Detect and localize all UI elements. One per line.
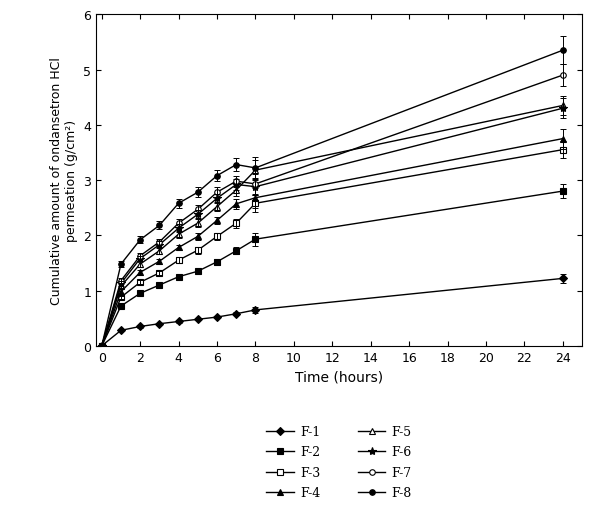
X-axis label: Time (hours): Time (hours)	[295, 370, 383, 383]
Y-axis label: Cumulative amount of ondansetron HCl
permeation (g/cm²): Cumulative amount of ondansetron HCl per…	[50, 57, 77, 304]
Legend: F-1, F-2, F-3, F-4, F-5, F-6, F-7, F-8: F-1, F-2, F-3, F-4, F-5, F-6, F-7, F-8	[266, 425, 412, 499]
